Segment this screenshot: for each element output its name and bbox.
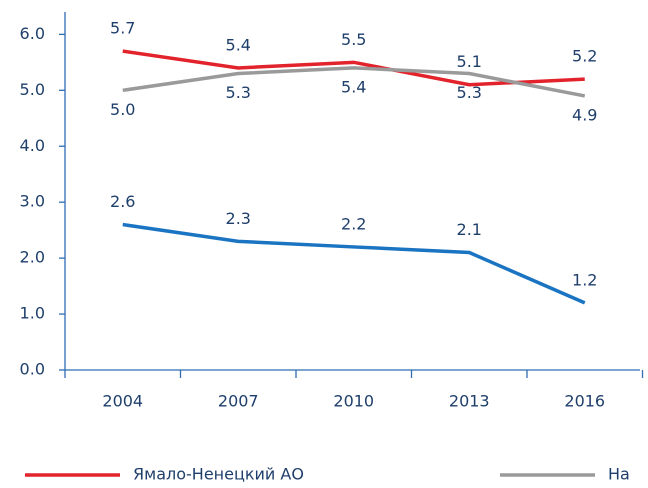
y-tick-label: 1.0 [20,304,45,323]
data-label: 5.0 [110,100,135,119]
line-series [122,222,586,305]
data-label: 5.4 [226,35,251,54]
line-series [122,49,585,87]
data-label: 2.3 [226,209,251,228]
data-label: 1.2 [572,270,597,289]
data-label: 5.3 [226,83,251,102]
data-label: 5.2 [572,47,597,66]
x-tick-label: 2010 [333,392,374,411]
data-label: 5.1 [457,52,482,71]
x-tick-label: 2007 [218,392,259,411]
y-tick-label: 3.0 [20,192,45,211]
data-label: 5.4 [341,77,366,96]
y-tick-label: 6.0 [20,24,45,43]
y-tick-label: 4.0 [20,136,45,155]
legend-label: На [608,465,630,484]
x-tick-label: 2004 [102,392,143,411]
data-label: 2.1 [457,220,482,239]
data-label: 2.2 [341,214,366,233]
y-tick-label: 0.0 [20,360,45,379]
line-series [122,66,586,98]
y-tick-label: 2.0 [20,248,45,267]
data-label: 5.7 [110,19,135,38]
legend-label: Ямало-Ненецкий АО [133,465,304,484]
data-label: 5.5 [341,30,366,49]
x-tick-label: 2013 [449,392,490,411]
data-label: 2.6 [110,192,135,211]
data-label: 5.3 [457,83,482,102]
data-label: 4.9 [572,105,597,124]
y-tick-label: 5.0 [20,80,45,99]
x-tick-label: 2016 [564,392,605,411]
